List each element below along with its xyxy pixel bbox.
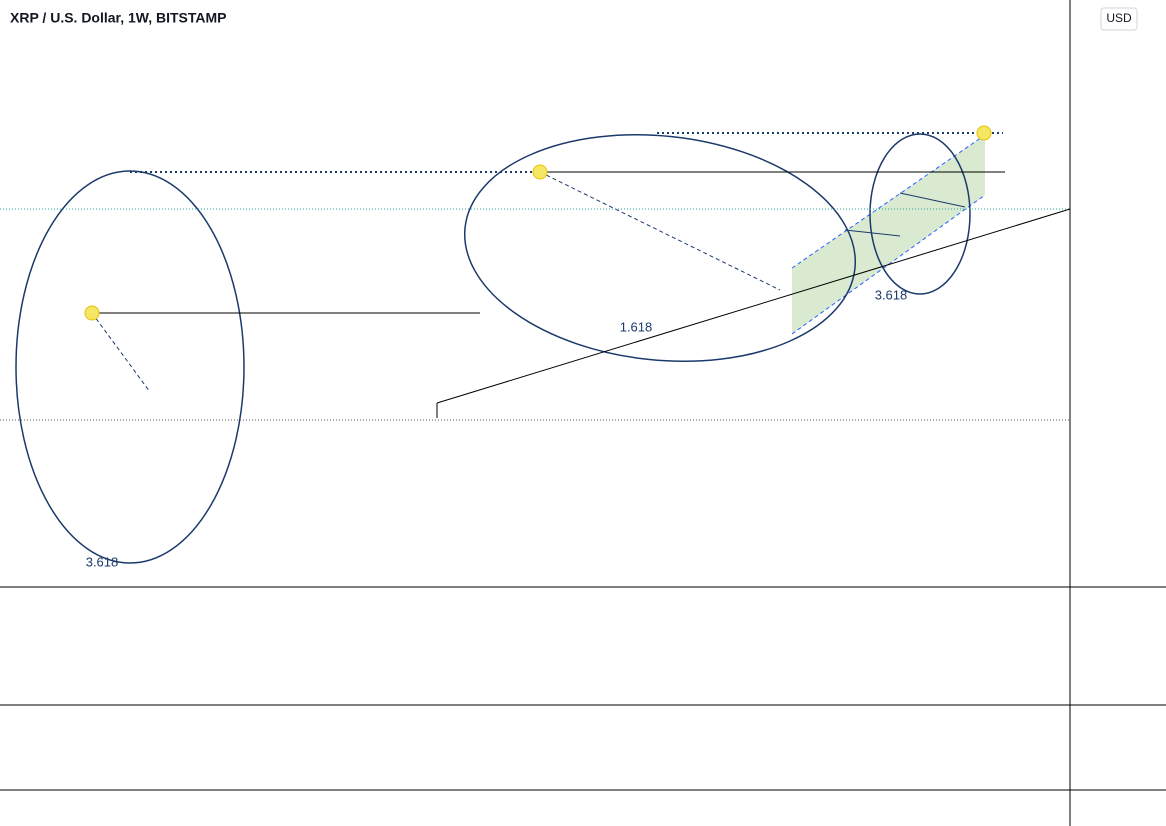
trend-line: [436, 208, 1071, 404]
dashed-line: [539, 171, 781, 291]
chart-title: XRP / U.S. Dollar, 1W, BITSTAMP: [10, 10, 227, 26]
triangle-line: [844, 229, 901, 237]
ellipse: [15, 170, 245, 564]
currency-button[interactable]: [1100, 7, 1138, 31]
labels: XRP / U.S. Dollar, 1W, BITSTAMP USD: [10, 7, 1138, 31]
annotation: 3.618: [875, 287, 908, 302]
ellipse: [463, 133, 857, 363]
currency-label[interactable]: USD: [1106, 11, 1132, 25]
annotation: 1.618: [620, 319, 653, 334]
channel-line: [791, 194, 986, 335]
drawings: 3.618 1.618 3.618: [0, 125, 1071, 569]
pivot-marker: [532, 164, 548, 180]
ellipse: [869, 133, 971, 295]
triangle-line: [899, 192, 966, 208]
pivot-marker: [84, 305, 100, 321]
annotation: 3.618: [86, 554, 119, 569]
pivot-marker: [976, 125, 992, 141]
dashed-line: [91, 312, 151, 393]
